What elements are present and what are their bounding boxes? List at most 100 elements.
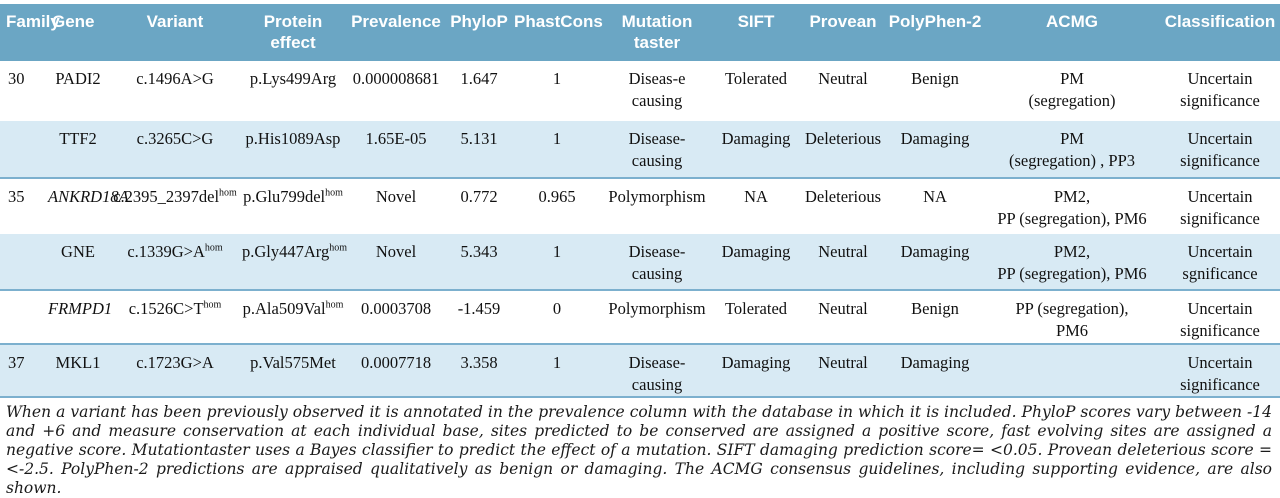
column-header-family: Family <box>0 4 60 61</box>
variant-zygosity-superscript: hom <box>219 187 237 199</box>
cell-protein-effect: p.Gly447Arghom <box>240 234 347 290</box>
cell-mutation-taster: Disease- causing <box>628 353 686 394</box>
cell-phastcons: 1 <box>552 353 562 372</box>
protein-text: p.Glu799del <box>243 187 326 206</box>
cell-phastcons: 1 <box>552 242 562 261</box>
column-header-provean: Provean <box>800 4 886 61</box>
variant-annotation-table: Family Gene Variant Protein effect Preva… <box>0 4 1280 398</box>
column-header-protein-effect: Protein effect <box>240 4 346 61</box>
cell-gene: GNE <box>61 242 95 261</box>
column-header-sift: SIFT <box>712 4 800 61</box>
protein-text: p.His1089Asp <box>245 129 341 148</box>
cell-prevalence: 0.0003708 <box>360 299 432 318</box>
table-row: GNE c.1339G>Ahom p.Gly447Arghom Novel 5.… <box>0 234 1280 290</box>
cell-phylop: 1.647 <box>460 69 498 88</box>
cell-acmg: PP (segregation), PM6 <box>1015 299 1129 340</box>
cell-variant: c.1496A>G <box>110 61 240 121</box>
cell-mutation-taster: Polymorphism <box>608 299 706 318</box>
cell-phylop: 0.772 <box>460 187 498 206</box>
cell-prevalence: 1.65E-05 <box>365 129 427 148</box>
cell-family <box>0 234 46 290</box>
cell-family: 35 <box>8 187 25 206</box>
cell-protein-effect: p.Ala509Valhom <box>240 290 346 344</box>
table-footnote: When a variant has been previously obser… <box>6 403 1272 497</box>
column-header-variant: Variant <box>110 4 240 61</box>
column-header-phastcons: PhastCons <box>512 4 603 61</box>
cell-family: 37 <box>8 353 25 372</box>
cell-family <box>0 121 46 178</box>
cell-variant: c.1526C>Thom <box>110 290 240 344</box>
cell-prevalence: 0.000008681 <box>352 69 440 88</box>
column-header-prevalence: Prevalence <box>346 4 446 61</box>
variant-zygosity-superscript: hom <box>203 299 222 311</box>
cell-protein-effect: p.Val575Met <box>240 344 346 397</box>
cell-provean: Deleterious <box>804 129 882 148</box>
cell-acmg: PM2, PP (segregation), PM6 <box>997 242 1147 283</box>
cell-sift: NA <box>744 187 768 206</box>
cell-provean: Deleterious <box>804 187 882 206</box>
protein-zygosity-superscript: hom <box>325 187 343 199</box>
variant-text: c.1723G>A <box>136 353 214 372</box>
column-header-polyphen2: PolyPhen-2 <box>886 4 984 61</box>
cell-provean: Neutral <box>818 242 868 261</box>
cell-phastcons: 1 <box>552 69 562 88</box>
cell-gene: TTF2 <box>59 129 97 148</box>
protein-text: p.Lys499Arg <box>249 69 337 88</box>
cell-polyphen2: Damaging <box>900 129 970 148</box>
cell-polyphen2: NA <box>923 187 947 206</box>
cell-gene: ANKRD18A <box>48 187 129 206</box>
cell-sift: Damaging <box>721 353 791 372</box>
table-header: Family Gene Variant Protein effect Preva… <box>0 4 1280 61</box>
table-body: 30 PADI2 c.1496A>G p.Lys499Arg 0.0000086… <box>0 61 1280 397</box>
cell-classification: Uncertain sgnificance <box>1182 242 1258 283</box>
table-row: 30 PADI2 c.1496A>G p.Lys499Arg 0.0000086… <box>0 61 1280 121</box>
column-header-phylop: PhyloP <box>446 4 512 61</box>
cell-mutation-taster: Polymorphism <box>608 187 706 206</box>
cell-provean: Neutral <box>818 69 868 88</box>
variant-annotation-table-wrap: Family Gene Variant Protein effect Preva… <box>0 4 1280 398</box>
cell-acmg: PM (segregation) <box>1028 69 1116 110</box>
cell-sift: Tolerated <box>724 299 788 318</box>
column-header-gene: Gene <box>46 4 110 61</box>
cell-mutation-taster: Disease- causing <box>628 242 686 283</box>
column-header-classification: Classification <box>1160 4 1280 61</box>
cell-gene: PADI2 <box>55 69 101 88</box>
protein-text: p.Val575Met <box>250 353 336 372</box>
cell-provean: Neutral <box>818 353 868 372</box>
cell-phastcons: 0.965 <box>538 187 576 206</box>
cell-classification: Uncertain significance <box>1180 129 1260 170</box>
variant-zygosity-superscript: hom <box>204 242 223 254</box>
cell-variant: c.1339G>Ahom <box>110 234 240 290</box>
cell-prevalence: Novel <box>375 187 417 206</box>
cell-polyphen2: Damaging <box>900 353 970 372</box>
variant-text: c.1339G>A <box>127 242 205 261</box>
variant-text: c.3265C>G <box>136 129 214 148</box>
table-row: TTF2 c.3265C>G p.His1089Asp 1.65E-05 5.1… <box>0 121 1280 178</box>
cell-gene: MKL1 <box>55 353 101 372</box>
variant-text: c.2395_2397del <box>113 187 220 206</box>
cell-phastcons: 1 <box>552 129 562 148</box>
cell-protein-effect: p.Lys499Arg <box>240 61 346 121</box>
cell-gene: FRMPD1 <box>48 299 113 318</box>
variant-text: c.1496A>G <box>136 69 214 88</box>
cell-sift: Tolerated <box>724 69 788 88</box>
cell-phylop: 5.343 <box>460 242 498 261</box>
cell-phylop: 5.131 <box>460 129 498 148</box>
cell-polyphen2: Benign <box>911 69 959 88</box>
cell-provean: Neutral <box>818 299 868 318</box>
cell-acmg: PM (segregation) , PP3 <box>1008 129 1136 170</box>
cell-prevalence: Novel <box>375 242 417 261</box>
column-header-acmg: ACMG <box>984 4 1160 61</box>
cell-mutation-taster: Disease- causing <box>628 129 686 170</box>
cell-variant: c.2395_2397delhom <box>110 178 240 234</box>
header-row: Family Gene Variant Protein effect Preva… <box>0 4 1280 61</box>
cell-classification: Uncertain significance <box>1180 353 1260 394</box>
variant-text: c.1526C>T <box>128 299 204 318</box>
cell-protein-effect: p.Glu799delhom <box>240 178 346 234</box>
cell-protein-effect: p.His1089Asp <box>240 121 346 178</box>
protein-text: p.Gly447Arg <box>242 242 330 261</box>
cell-phylop: 3.358 <box>460 353 498 372</box>
cell-polyphen2: Damaging <box>900 242 970 261</box>
cell-mutation-taster: Diseas-e causing <box>628 69 686 110</box>
cell-phastcons: 0 <box>552 299 562 318</box>
